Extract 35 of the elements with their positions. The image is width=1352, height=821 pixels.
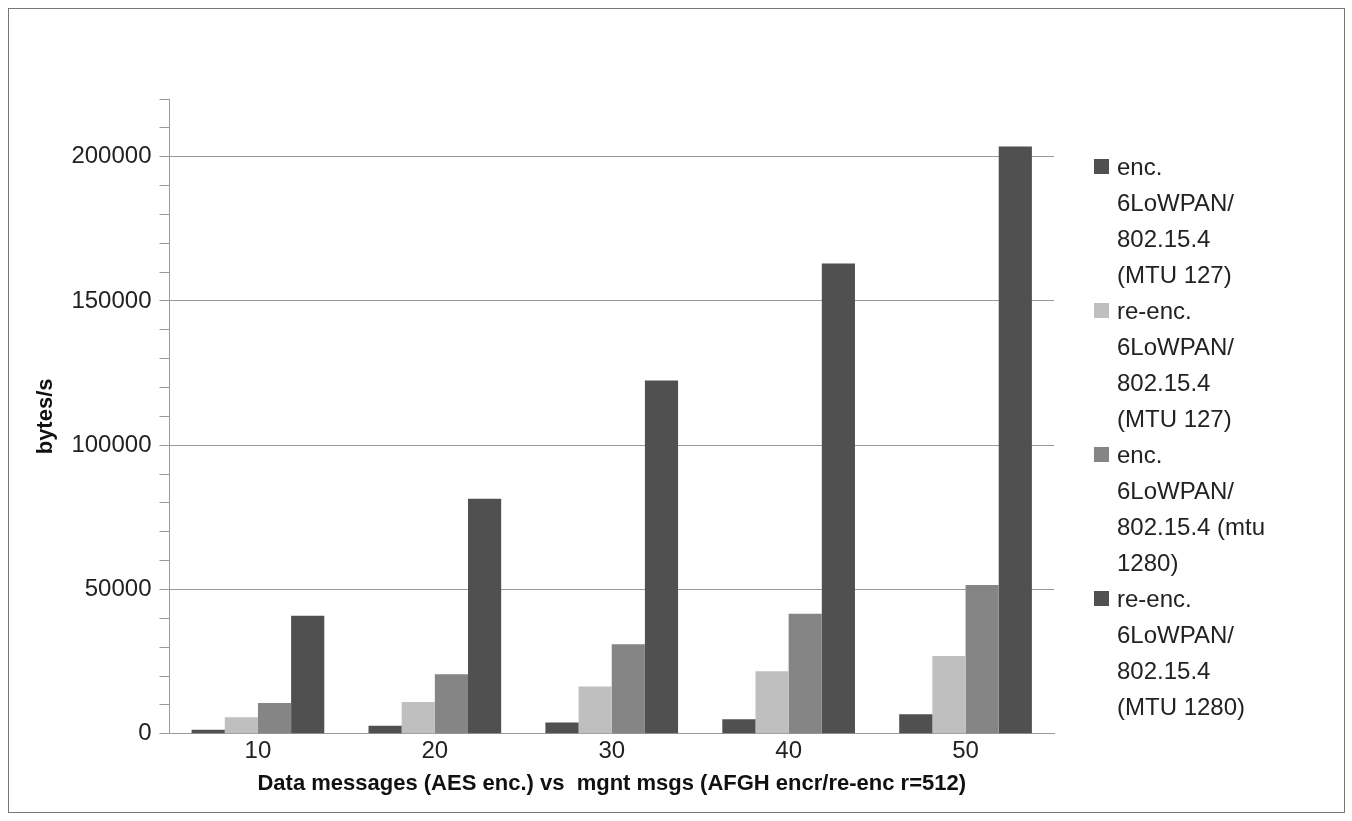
legend-label: enc. 6LoWPAN/ 802.15.4 (MTU 127) (1117, 152, 1235, 290)
x-tick-label: 40 (775, 735, 802, 763)
bar (401, 702, 435, 734)
bar (545, 722, 579, 734)
bar (368, 725, 402, 734)
bar (998, 146, 1032, 734)
bar (578, 686, 612, 734)
legend-label: enc. 6LoWPAN/ 802.15.4 (mtu 1280) (1117, 440, 1267, 578)
x-tick-label: 10 (244, 735, 272, 763)
legend-label: re-enc. 6LoWPAN/ 802.15.4 (MTU 127) (1117, 296, 1235, 434)
x-tick-label: 30 (598, 735, 626, 763)
bar (932, 655, 966, 734)
bar (434, 674, 469, 734)
x-axis-title: Data messages (AES enc.) vs mgnt msgs (AFGH encr/re-enc r=512) (257, 769, 967, 795)
y-axis-title: bytes/s (32, 378, 58, 455)
y-tick-label: 150000 (71, 285, 152, 313)
bar (611, 644, 645, 734)
y-tick-label: 200000 (71, 141, 152, 169)
legend-label: re-enc. 6LoWPAN/ 802.15.4 (MTU 1280) (1117, 584, 1247, 722)
bar (788, 613, 822, 734)
bar (257, 702, 292, 734)
y-tick-label: 100000 (71, 429, 152, 457)
bar (468, 498, 502, 734)
bar (224, 717, 258, 734)
bar (965, 584, 999, 734)
bar (644, 380, 679, 734)
bar (821, 263, 855, 734)
bar (722, 719, 756, 734)
x-tick-label: 20 (421, 735, 449, 763)
bar (755, 671, 789, 734)
x-tick-label: 50 (952, 735, 979, 763)
bar (291, 615, 325, 734)
y-tick-label: 0 (138, 718, 152, 746)
y-tick-label: 50000 (84, 574, 152, 602)
bar (899, 714, 933, 734)
